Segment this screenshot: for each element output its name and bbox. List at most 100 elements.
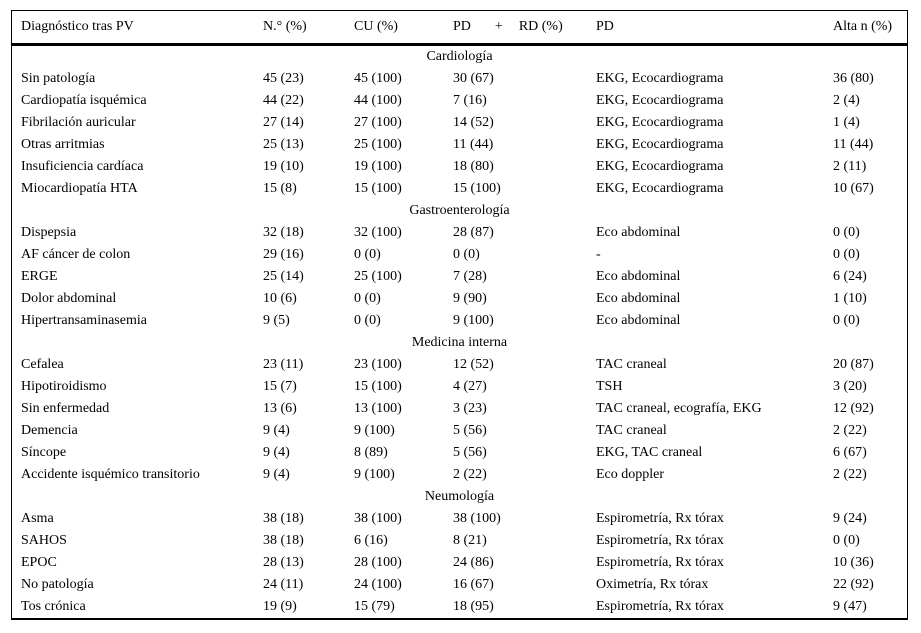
table-cell: 0 (0) <box>354 313 381 328</box>
table-cell: 0 (0) <box>354 291 381 306</box>
table-cell: 28 (13) <box>263 555 304 570</box>
table-cell: 32 (18) <box>263 225 304 240</box>
table-row: Síncope 9 (4) 8 (89) 5 (56) EKG, TAC cra… <box>12 442 907 464</box>
table-cell: Insuficiencia cardíaca <box>21 159 144 174</box>
table-cell: Cefalea <box>21 357 64 372</box>
table-cell: Eco doppler <box>596 467 665 482</box>
table-cell: 9 (90) <box>453 291 487 306</box>
table-row: No patología 24 (11) 24 (100) 16 (67) Ox… <box>12 574 907 596</box>
table-cell: No patología <box>21 577 94 592</box>
table-row: EPOC 28 (13) 28 (100) 24 (86) Espirometr… <box>12 552 907 574</box>
table-cell: SAHOS <box>21 533 67 548</box>
table-cell: 12 (52) <box>453 357 494 372</box>
table-cell: Fibrilación auricular <box>21 115 136 130</box>
table-cell: 38 (18) <box>263 533 304 548</box>
section-header: Cardiología <box>426 49 493 64</box>
table-cell: Eco abdominal <box>596 313 681 328</box>
table-cell: TAC craneal <box>596 357 667 372</box>
table-cell: 28 (100) <box>354 555 402 570</box>
table-cell: 9 (5) <box>263 313 290 328</box>
table-cell: 9 (100) <box>354 423 395 438</box>
table-cell: EKG, TAC craneal <box>596 445 703 460</box>
table-cell: 9 (4) <box>263 467 290 482</box>
table-cell: 36 (80) <box>833 71 874 86</box>
table-cell: Otras arritmias <box>21 137 105 152</box>
table-row: Miocardiopatía HTA 15 (8) 15 (100) 15 (1… <box>12 178 907 200</box>
table-cell: Asma <box>21 511 54 526</box>
table-cell: 7 (16) <box>453 93 487 108</box>
table-cell: 0 (0) <box>354 247 381 262</box>
table-row: SAHOS 38 (18) 6 (16) 8 (21) Espirometría… <box>12 530 907 552</box>
table-cell: 9 (100) <box>354 467 395 482</box>
table-cell: Demencia <box>21 423 78 438</box>
table-cell: 8 (89) <box>354 445 388 460</box>
table-cell: 0 (0) <box>453 247 480 262</box>
table-cell: 24 (11) <box>263 577 304 592</box>
table-cell: 27 (100) <box>354 115 402 130</box>
header-rd-percent-part: RD (%) <box>518 19 563 34</box>
table-cell: 22 (92) <box>833 577 874 592</box>
table-row: Cardiopatía isquémica 44 (22) 44 (100) 7… <box>12 90 907 112</box>
header-pd-plus-rd: PD + RD (%) <box>453 19 596 35</box>
table-cell: Espirometría, Rx tórax <box>596 533 724 548</box>
table-cell: 24 (86) <box>453 555 494 570</box>
header-n-percent: N.° (%) <box>263 19 307 34</box>
table-cell: 5 (56) <box>453 423 487 438</box>
table-cell: 10 (36) <box>833 555 874 570</box>
table-cell: 32 (100) <box>354 225 402 240</box>
table-cell: 10 (67) <box>833 181 874 196</box>
header-pd: PD <box>596 19 614 34</box>
table-cell: 9 (100) <box>453 313 494 328</box>
section-header: Gastroenterología <box>409 203 510 218</box>
table-cell: TSH <box>596 379 623 394</box>
table-cell: EKG, Ecocardiograma <box>596 71 724 86</box>
table-cell: 45 (23) <box>263 71 304 86</box>
table-row: Insuficiencia cardíaca 19 (10) 19 (100) … <box>12 156 907 178</box>
table-cell: Eco abdominal <box>596 291 681 306</box>
table-cell: Sin enfermedad <box>21 401 110 416</box>
table-cell: Miocardiopatía HTA <box>21 181 138 196</box>
table-cell: 29 (16) <box>263 247 304 262</box>
header-alta-n-percent: Alta n (%) <box>833 19 893 34</box>
table-cell: 18 (95) <box>453 599 494 614</box>
table-cell: TAC craneal <box>596 423 667 438</box>
table-cell: 15 (100) <box>453 181 501 196</box>
table-cell: EKG, Ecocardiograma <box>596 137 724 152</box>
table-cell: 15 (79) <box>354 599 395 614</box>
table-cell: 25 (13) <box>263 137 304 152</box>
table-cell: 15 (8) <box>263 181 297 196</box>
table-cell: 0 (0) <box>833 313 860 328</box>
table-cell: 14 (52) <box>453 115 494 130</box>
table-cell: 0 (0) <box>833 247 860 262</box>
table-cell: AF cáncer de colon <box>21 247 131 262</box>
table-row: Dolor abdominal 10 (6) 0 (0) 9 (90) Eco … <box>12 288 907 310</box>
table-cell: 23 (100) <box>354 357 402 372</box>
table-row: Otras arritmias 25 (13) 25 (100) 11 (44)… <box>12 134 907 156</box>
table-cell: ERGE <box>21 269 58 284</box>
table-cell: EKG, Ecocardiograma <box>596 115 724 130</box>
table-cell: 2 (22) <box>453 467 487 482</box>
table-row: Cefalea 23 (11) 23 (100) 12 (52) TAC cra… <box>12 354 907 376</box>
table-cell: 24 (100) <box>354 577 402 592</box>
table-cell: Oximetría, Rx tórax <box>596 577 709 592</box>
table-cell: 38 (100) <box>453 511 501 526</box>
table-cell: 19 (10) <box>263 159 304 174</box>
table-cell: 10 (6) <box>263 291 297 306</box>
table-cell: EKG, Ecocardiograma <box>596 181 724 196</box>
table-cell: 25 (14) <box>263 269 304 284</box>
table-cell: 6 (16) <box>354 533 388 548</box>
table-row: AF cáncer de colon 29 (16) 0 (0) 0 (0) -… <box>12 244 907 266</box>
table-cell: - <box>596 247 601 262</box>
table-cell: 9 (4) <box>263 423 290 438</box>
table-cell: 8 (21) <box>453 533 487 548</box>
table-cell: EPOC <box>21 555 57 570</box>
table-row: Demencia 9 (4) 9 (100) 5 (56) TAC cranea… <box>12 420 907 442</box>
table-cell: 15 (7) <box>263 379 297 394</box>
table-cell: 16 (67) <box>453 577 494 592</box>
table-cell: Espirometría, Rx tórax <box>596 599 724 614</box>
table-cell: 4 (27) <box>453 379 487 394</box>
table-cell: 23 (11) <box>263 357 304 372</box>
table-cell: 15 (100) <box>354 379 402 394</box>
section-header: Neumología <box>424 489 495 504</box>
table-cell: 28 (87) <box>453 225 494 240</box>
